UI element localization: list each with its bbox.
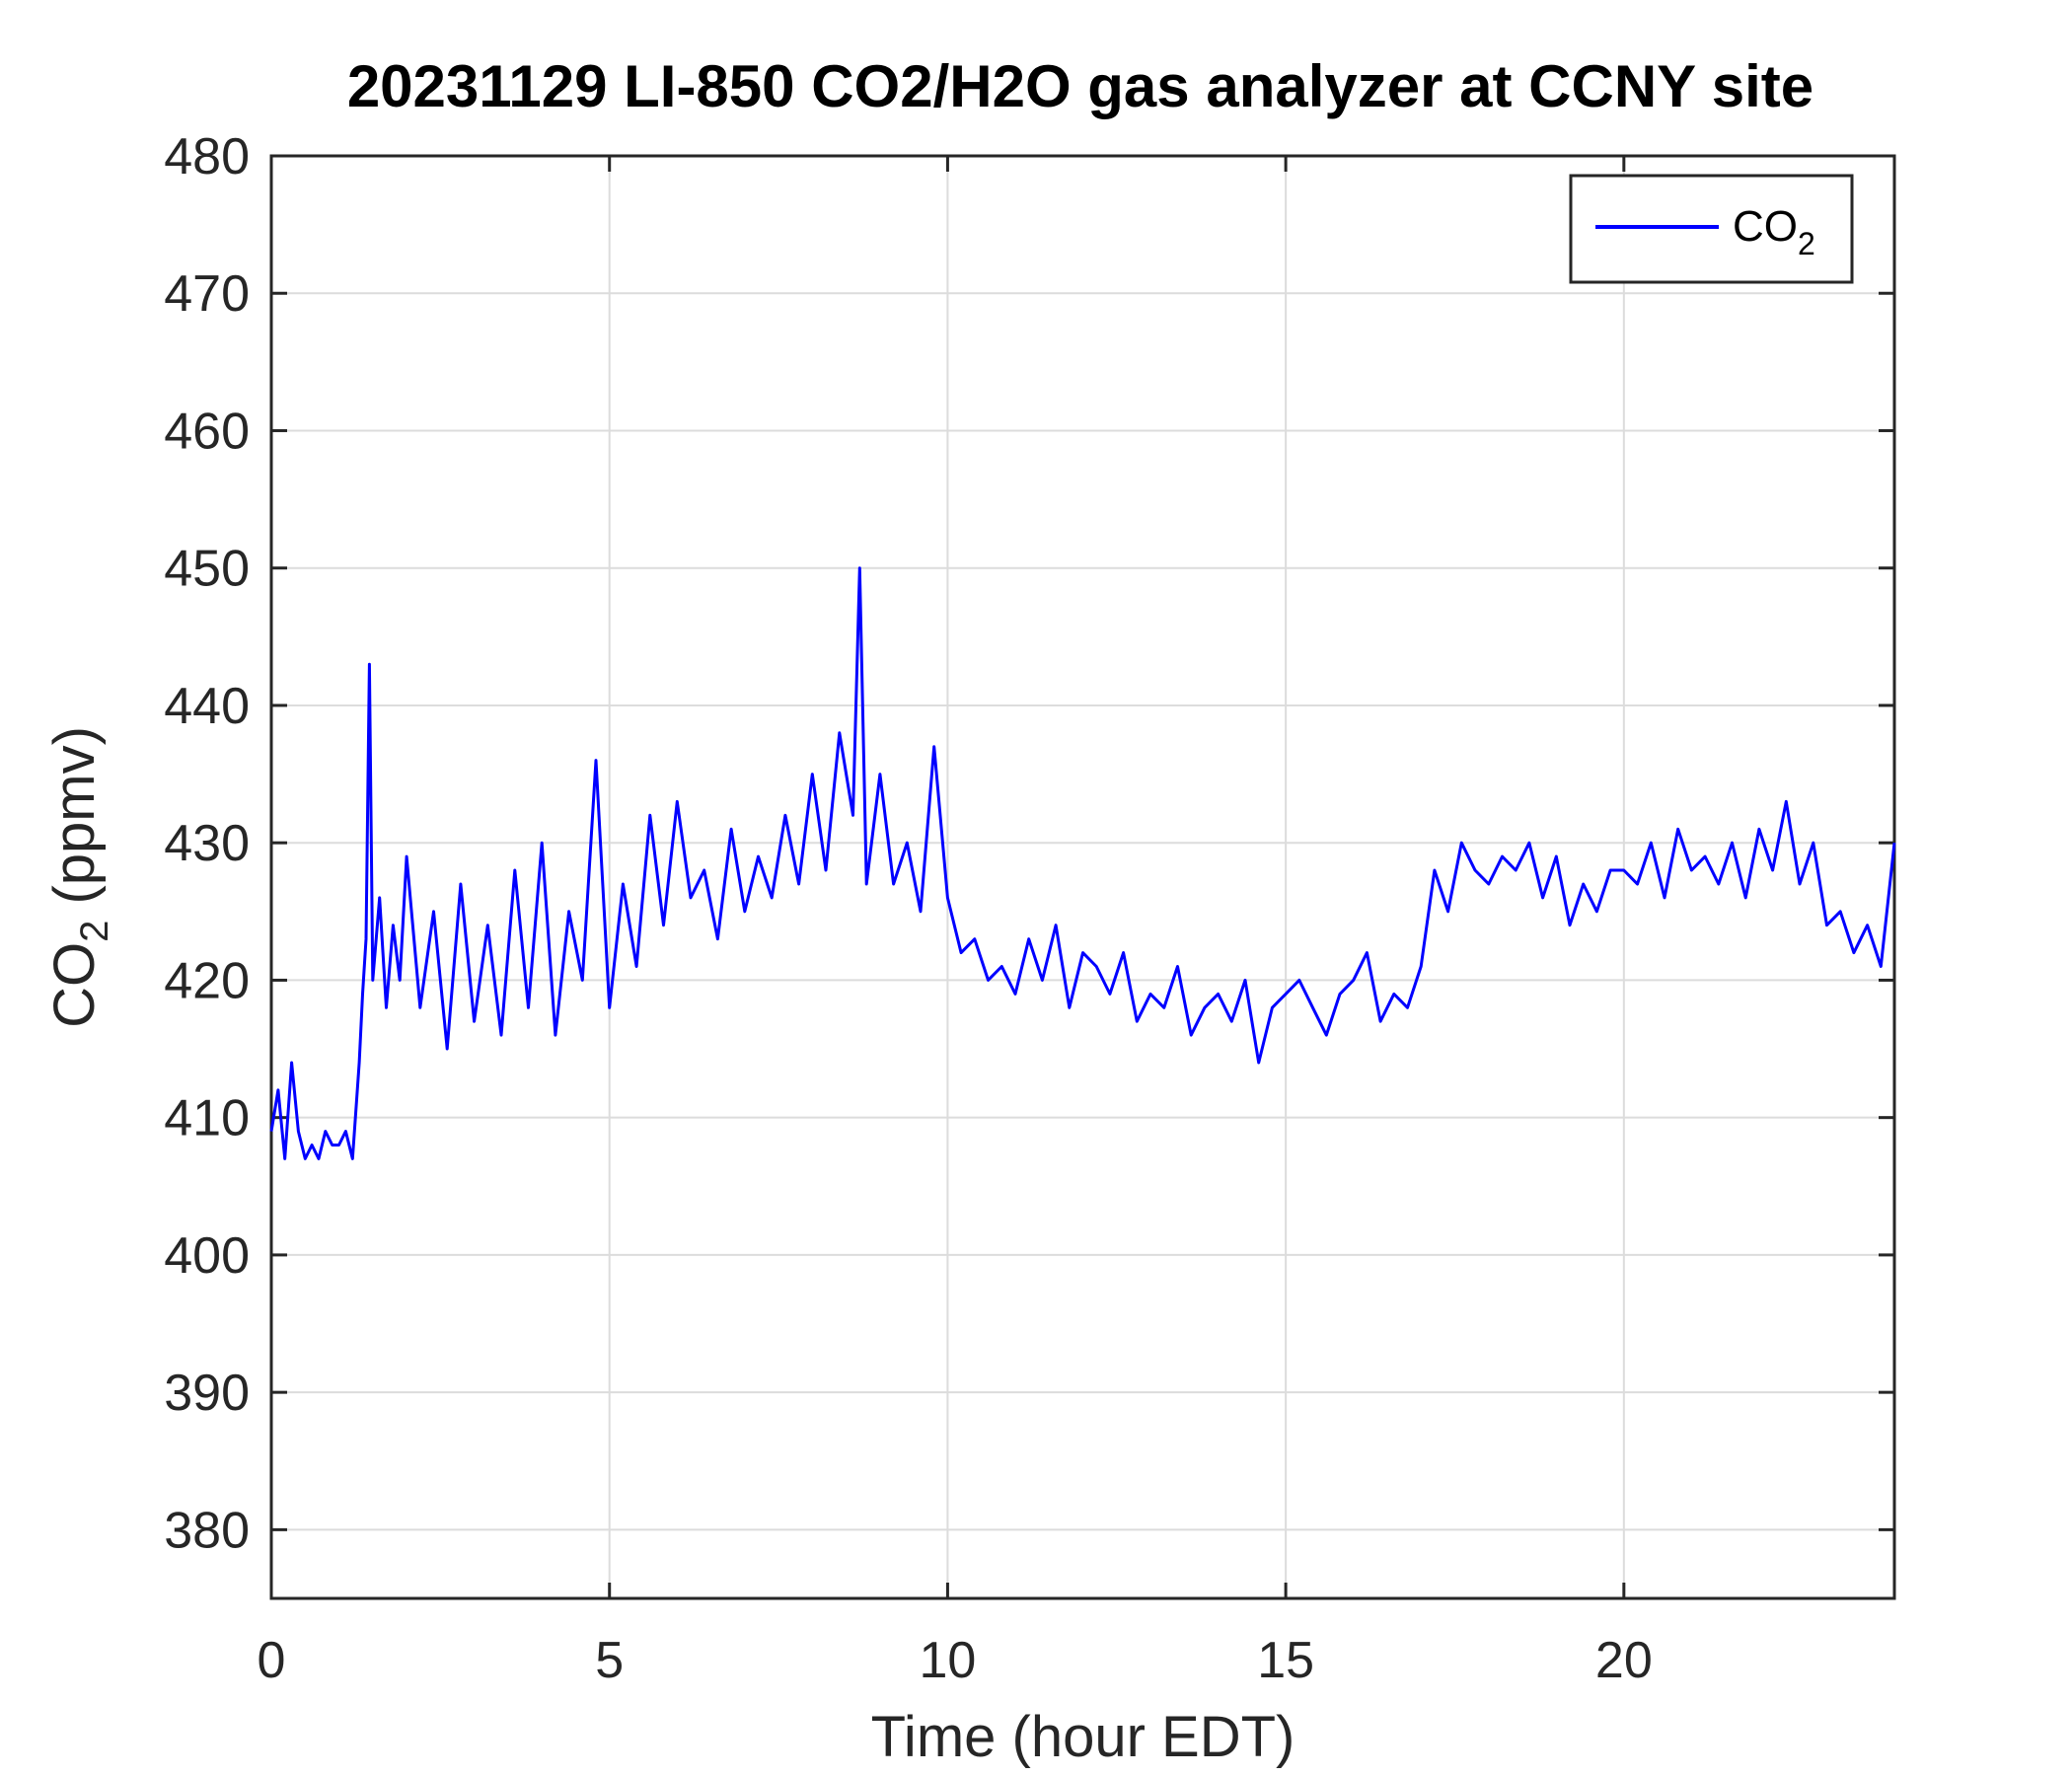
y-axis-title-unit: (ppmv) bbox=[42, 726, 107, 921]
legend-label-co2: CO2 bbox=[1733, 202, 1815, 261]
series-group bbox=[269, 566, 1896, 1160]
y-tick-label: 460 bbox=[164, 403, 250, 460]
chart-title: 20231129 LI-850 CO2/H2O gas analyzer at … bbox=[347, 53, 1813, 119]
x-axis-title: Time (hour EDT) bbox=[871, 1705, 1295, 1769]
plot-area-frame bbox=[269, 154, 1896, 1600]
y-tick-label: 400 bbox=[164, 1227, 250, 1285]
y-axis-title-main: CO bbox=[42, 942, 107, 1028]
x-tick-label: 20 bbox=[1595, 1632, 1653, 1689]
y-axis-title-subscript: 2 bbox=[73, 921, 116, 942]
y-tick-label: 410 bbox=[164, 1090, 250, 1147]
legend: CO2 bbox=[1569, 174, 1854, 284]
x-axis-tick-labels: 0 5 10 15 20 bbox=[258, 1632, 1653, 1689]
axis-ticks bbox=[269, 154, 1894, 1598]
y-axis-tick-labels: 380 390 400 410 420 430 440 450 460 470 480 bbox=[164, 128, 250, 1559]
y-tick-label: 470 bbox=[164, 265, 250, 323]
x-tick-label: 10 bbox=[919, 1632, 976, 1689]
y-tick-label: 450 bbox=[164, 541, 250, 598]
series-line-co2 bbox=[269, 566, 1896, 1160]
x-tick-label: 5 bbox=[595, 1632, 624, 1689]
legend-label-main: CO bbox=[1733, 202, 1798, 251]
y-tick-label: 440 bbox=[164, 678, 250, 735]
y-tick-label: 430 bbox=[164, 815, 250, 872]
y-tick-label: 380 bbox=[164, 1502, 250, 1559]
y-tick-label: 420 bbox=[164, 952, 250, 1009]
x-tick-label: 15 bbox=[1257, 1632, 1314, 1689]
y-axis-title: CO2 (ppmv) bbox=[42, 726, 116, 1028]
y-tick-label: 480 bbox=[164, 128, 250, 185]
y-tick-label: 390 bbox=[164, 1365, 250, 1422]
x-tick-label: 0 bbox=[258, 1632, 286, 1689]
legend-label-subscript: 2 bbox=[1798, 226, 1815, 261]
